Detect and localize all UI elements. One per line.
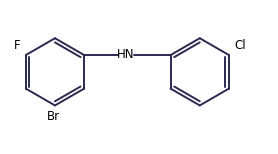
Text: Br: Br (47, 110, 60, 123)
Text: Cl: Cl (234, 39, 246, 53)
Text: F: F (13, 39, 20, 52)
Text: HN: HN (117, 48, 135, 61)
